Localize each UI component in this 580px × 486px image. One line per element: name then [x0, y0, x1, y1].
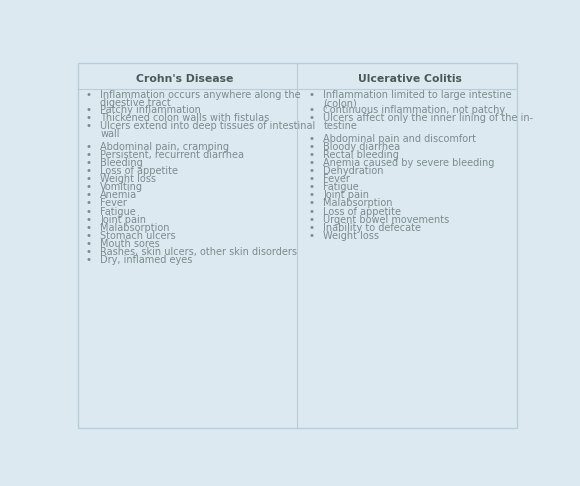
Text: Stomach ulcers: Stomach ulcers — [100, 231, 176, 241]
Text: Abdominal pain and discomfort: Abdominal pain and discomfort — [323, 134, 476, 144]
Text: •: • — [308, 166, 314, 176]
Text: Ulcers affect only the inner lining of the in-: Ulcers affect only the inner lining of t… — [323, 113, 534, 123]
Text: Patchy inflammation: Patchy inflammation — [100, 104, 201, 115]
Text: •: • — [308, 142, 314, 152]
Text: Mouth sores: Mouth sores — [100, 239, 160, 249]
Text: •: • — [85, 166, 91, 176]
Text: •: • — [308, 223, 314, 233]
Text: Ulcers extend into deep tissues of intestinal: Ulcers extend into deep tissues of intes… — [100, 121, 316, 131]
Text: •: • — [85, 247, 91, 257]
Text: Bloody diarrhea: Bloody diarrhea — [323, 142, 400, 152]
Text: •: • — [85, 150, 91, 160]
Text: wall: wall — [100, 129, 120, 139]
Text: testine: testine — [323, 121, 357, 131]
Text: Loss of appetite: Loss of appetite — [323, 207, 401, 216]
Text: •: • — [85, 158, 91, 168]
Text: •: • — [85, 142, 91, 152]
Text: Malabsorption: Malabsorption — [323, 198, 393, 208]
Text: •: • — [308, 150, 314, 160]
Text: •: • — [85, 104, 91, 115]
Text: •: • — [308, 198, 314, 208]
Text: Joint pain: Joint pain — [323, 191, 369, 200]
Text: Persistent, recurrent diarrhea: Persistent, recurrent diarrhea — [100, 150, 244, 160]
Text: Loss of appetite: Loss of appetite — [100, 166, 179, 176]
Text: Urgent bowel movements: Urgent bowel movements — [323, 214, 450, 225]
Text: Weight loss: Weight loss — [323, 231, 379, 241]
Text: •: • — [308, 214, 314, 225]
Text: •: • — [85, 174, 91, 184]
Text: •: • — [85, 113, 91, 123]
Text: •: • — [308, 231, 314, 241]
Text: Rashes, skin ulcers, other skin disorders: Rashes, skin ulcers, other skin disorder… — [100, 247, 298, 257]
Text: Weight loss: Weight loss — [100, 174, 157, 184]
Text: Continuous inflammation, not patchy: Continuous inflammation, not patchy — [323, 104, 505, 115]
Text: Rectal bleeding: Rectal bleeding — [323, 150, 399, 160]
Text: Fever: Fever — [100, 198, 127, 208]
Text: Fever: Fever — [323, 174, 350, 184]
Text: •: • — [308, 191, 314, 200]
Text: •: • — [85, 198, 91, 208]
Text: Thickened colon walls with fistulas: Thickened colon walls with fistulas — [100, 113, 270, 123]
Text: •: • — [308, 90, 314, 100]
Text: Joint pain: Joint pain — [100, 214, 146, 225]
Text: •: • — [85, 90, 91, 100]
Text: Malabsorption: Malabsorption — [100, 223, 170, 233]
Text: Crohn's Disease: Crohn's Disease — [136, 73, 234, 84]
Text: Fatigue: Fatigue — [100, 207, 136, 216]
Text: •: • — [85, 191, 91, 200]
Text: •: • — [85, 255, 91, 265]
Text: •: • — [308, 207, 314, 216]
Text: Bleeding: Bleeding — [100, 158, 143, 168]
Text: Ulcerative Colitis: Ulcerative Colitis — [358, 73, 462, 84]
Text: •: • — [85, 121, 91, 131]
Text: •: • — [308, 104, 314, 115]
Text: •: • — [308, 113, 314, 123]
Text: Dry, inflamed eyes: Dry, inflamed eyes — [100, 255, 193, 265]
Text: •: • — [85, 223, 91, 233]
FancyBboxPatch shape — [78, 63, 517, 428]
Text: Inflammation occurs anywhere along the: Inflammation occurs anywhere along the — [100, 90, 301, 100]
Text: •: • — [308, 158, 314, 168]
Text: Abdominal pain, cramping: Abdominal pain, cramping — [100, 142, 229, 152]
Text: digestive tract: digestive tract — [100, 98, 171, 108]
Text: (colon): (colon) — [323, 98, 357, 108]
Text: •: • — [308, 134, 314, 144]
Text: Inflammation limited to large intestine: Inflammation limited to large intestine — [323, 90, 512, 100]
Text: Anemia caused by severe bleeding: Anemia caused by severe bleeding — [323, 158, 495, 168]
Text: Vomiting: Vomiting — [100, 182, 143, 192]
Text: Dehydration: Dehydration — [323, 166, 384, 176]
Text: Fatigue: Fatigue — [323, 182, 359, 192]
Text: •: • — [308, 182, 314, 192]
Text: •: • — [85, 214, 91, 225]
Text: Anemia: Anemia — [100, 191, 137, 200]
Text: •: • — [85, 231, 91, 241]
Text: •: • — [85, 182, 91, 192]
Text: Inability to defecate: Inability to defecate — [323, 223, 421, 233]
Text: •: • — [85, 239, 91, 249]
Text: •: • — [308, 174, 314, 184]
Text: •: • — [85, 207, 91, 216]
